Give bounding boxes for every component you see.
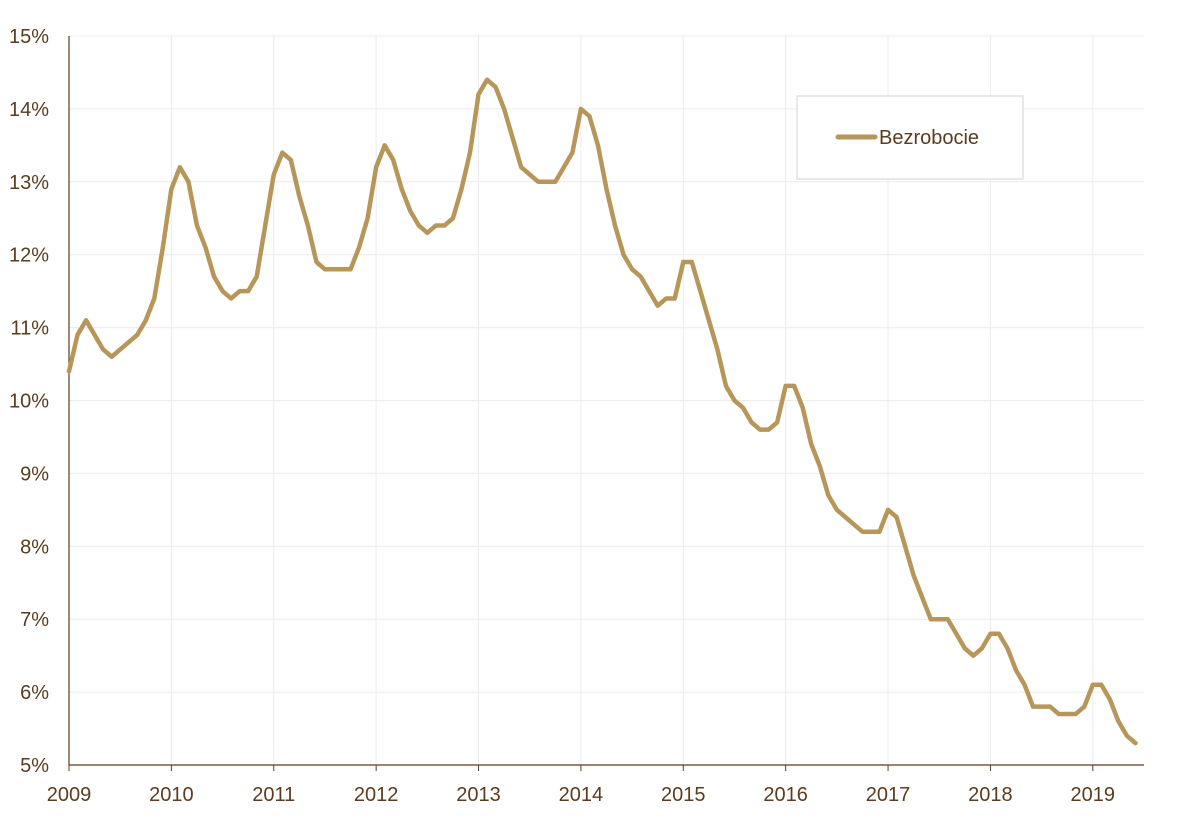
x-tick-label: 2010 xyxy=(149,784,194,806)
x-tick-label: 2017 xyxy=(866,784,911,806)
legend-box xyxy=(796,95,1024,180)
x-tick-label: 2015 xyxy=(661,784,706,806)
y-tick-label: 5% xyxy=(20,755,49,777)
y-tick-label: 14% xyxy=(9,99,49,121)
y-tick-label: 13% xyxy=(9,172,49,194)
x-axis-tick-labels: 2009 2010 2011 2012 2013 2014 2015 2016 2017 2018… xyxy=(47,784,1115,806)
x-tick-label: 2016 xyxy=(763,784,808,806)
y-axis-tick-labels: 5% 6% 7% 8% 9% 10% 11% 12% 13% 14% 15% xyxy=(9,26,49,777)
legend: Bezrobocie xyxy=(796,95,1024,180)
x-tick-label: 2012 xyxy=(354,784,399,806)
y-tick-label: 12% xyxy=(9,245,49,267)
x-tick-label: 2018 xyxy=(968,784,1013,806)
y-tick-label: 6% xyxy=(20,682,49,704)
legend-label-bezrobocie: Bezrobocie xyxy=(879,127,979,149)
x-tick-label: 2011 xyxy=(252,784,295,806)
y-tick-label: 10% xyxy=(9,391,49,413)
axes xyxy=(68,36,1144,771)
x-tick-label: 2013 xyxy=(456,784,501,806)
y-tick-label: 11% xyxy=(10,318,49,340)
y-tick-label: 15% xyxy=(9,26,49,48)
y-tick-label: 8% xyxy=(20,536,49,558)
x-tick-label: 2009 xyxy=(47,784,92,806)
x-tick-label: 2014 xyxy=(559,784,604,806)
series-line-bezrobocie xyxy=(66,77,1138,746)
y-tick-label: 9% xyxy=(20,463,49,485)
series-lines xyxy=(66,77,1138,746)
y-tick-label: 7% xyxy=(20,609,49,631)
x-tick-label: 2019 xyxy=(1071,784,1116,806)
grid-lines xyxy=(69,35,1144,765)
